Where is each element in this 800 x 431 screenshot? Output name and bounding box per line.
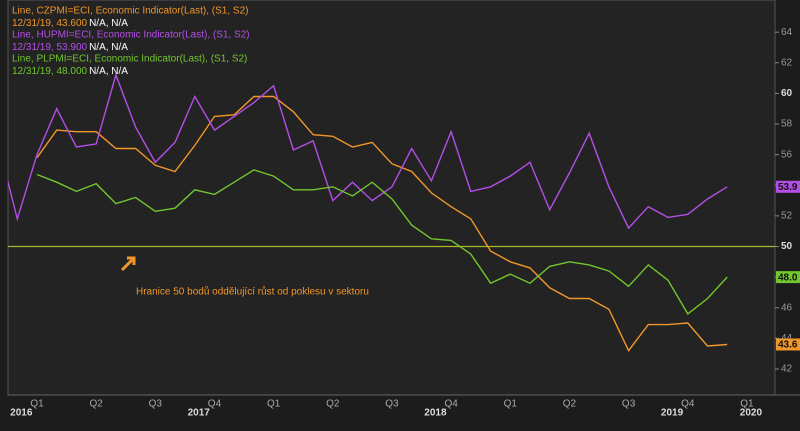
legend-value: 12/31/19, 43.600 N/A, N/A [12, 18, 128, 29]
x-tick-label: Q2 [563, 399, 577, 410]
last-value-tag [776, 180, 800, 193]
annotation-arrow [120, 256, 136, 272]
series-line [8, 72, 728, 230]
y-tick-label: 46 [781, 302, 793, 313]
y-tick-label: 56 [781, 149, 793, 160]
annotation: Hranice 50 bodů oddělující růst od pokle… [136, 286, 369, 298]
legend-name: Line, PLPMI=ECI, Economic Indicator(Last… [12, 54, 247, 65]
legend-name: Line, CZPMI=ECI, Economic Indicator(Last… [12, 6, 248, 17]
x-tick-label: Q2 [326, 399, 340, 410]
legend-date-value: 12/31/19, 43.600 [12, 18, 88, 29]
x-tick-label: Q2 [89, 399, 103, 410]
last-value-tag [776, 271, 800, 284]
last-value-label: 53.9 [778, 182, 798, 193]
legend-status: N/A, N/A [89, 66, 128, 77]
legend-value: 12/31/19, 48.000 N/A, N/A [12, 66, 128, 77]
last-value-label: 48.0 [778, 272, 798, 283]
legend-name: Line, HUPMI=ECI, Economic Indicator(Last… [12, 30, 250, 41]
last-value-label: 43.6 [778, 340, 798, 351]
x-tick-label: Q1 [504, 399, 518, 410]
year-label: 2016 [10, 408, 33, 419]
legend-value: 12/31/19, 53.900 N/A, N/A [12, 42, 128, 53]
y-tick-label: 60 [781, 88, 793, 99]
x-tick-label: Q1 [740, 399, 754, 410]
series-line [36, 95, 728, 352]
year-label: 2020 [740, 408, 763, 419]
x-tick-label: Q3 [622, 399, 636, 410]
x-tick-label: Q1 [30, 399, 44, 410]
plot-layer [8, 72, 728, 352]
series-line [36, 169, 728, 315]
x-tick-label: Q4 [208, 399, 222, 410]
legend-status: N/A, N/A [89, 18, 128, 29]
y-tick-label: 42 [781, 364, 793, 375]
y-tick-label: 50 [781, 241, 793, 252]
y-tick-label: 52 [781, 211, 793, 222]
last-value-tag [776, 338, 800, 351]
x-tick-label: Q1 [267, 399, 281, 410]
year-label: 2017 [188, 408, 211, 419]
y-tick-label: 62 [781, 57, 793, 68]
y-tick-label: 58 [781, 119, 793, 130]
x-tick-label: Q3 [385, 399, 399, 410]
x-tick-label: Q3 [149, 399, 163, 410]
legend-date-value: 12/31/19, 53.900 [12, 42, 88, 53]
x-tick-label: Q4 [681, 399, 695, 410]
y-tick-label: 64 [781, 27, 793, 38]
year-label: 2018 [424, 408, 447, 419]
x-tick-label: Q4 [444, 399, 458, 410]
legend-date-value: 12/31/19, 48.000 [12, 66, 88, 77]
legend-status: N/A, N/A [89, 42, 128, 53]
year-label: 2019 [661, 408, 684, 419]
